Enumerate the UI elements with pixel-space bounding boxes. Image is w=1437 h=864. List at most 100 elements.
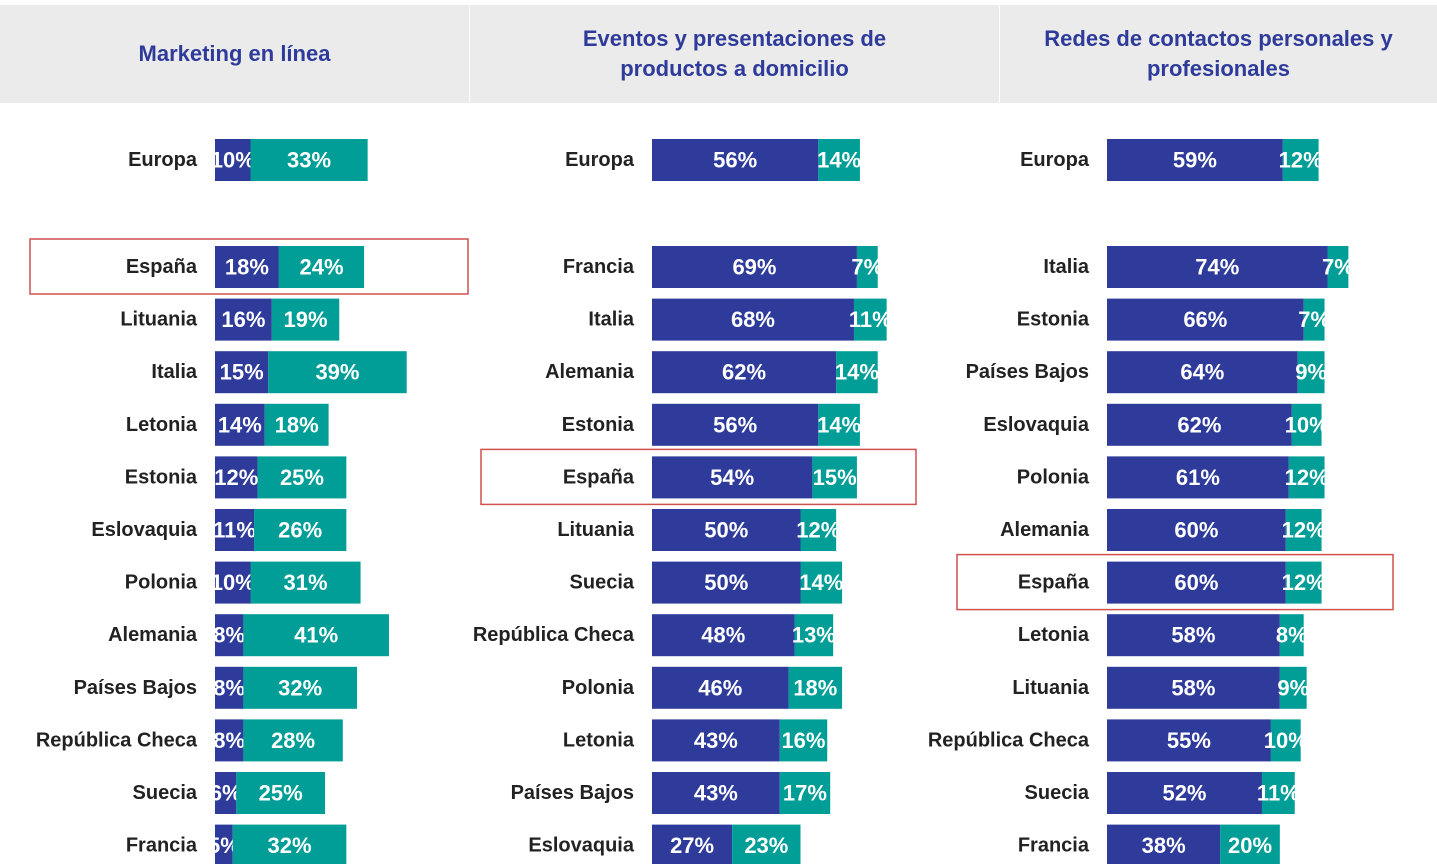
bar-segment [652, 246, 857, 288]
value-label: 55% [1167, 728, 1211, 753]
value-label: 14% [799, 570, 843, 595]
value-label: 58% [1171, 623, 1215, 648]
bar-segment [1261, 772, 1295, 814]
value-label: 9% [1277, 675, 1309, 700]
bar-segment [652, 614, 795, 657]
category-label: Italia [151, 361, 197, 383]
value-label: 64% [1180, 360, 1224, 385]
value-label: 60% [1174, 518, 1218, 543]
header-cell: Marketing en línea [0, 5, 470, 103]
value-label: 16% [781, 728, 825, 753]
category-label: España [126, 256, 198, 278]
value-label: 10% [1264, 728, 1308, 753]
category-label: Italia [588, 309, 634, 331]
value-label: 7% [1322, 255, 1354, 280]
bar-segment [779, 772, 831, 814]
bar-segment [652, 351, 837, 394]
panel-title: Marketing en línea [138, 41, 331, 66]
value-label: 24% [299, 255, 343, 280]
value-label: 7% [851, 255, 883, 280]
bar-segment [215, 509, 255, 551]
value-label: 74% [1195, 255, 1239, 280]
value-label: 14% [817, 148, 861, 173]
bar-segment [243, 666, 357, 709]
bar-segment [794, 614, 834, 657]
category-label: Suecia [570, 572, 635, 594]
value-label: 62% [722, 360, 766, 385]
bar-segment [1107, 351, 1298, 394]
bar-segment [215, 246, 279, 288]
bar-segment [215, 666, 244, 709]
category-label: Europa [128, 149, 198, 171]
value-label: 10% [211, 148, 255, 173]
bar-segment [254, 509, 347, 551]
category-label: Letonia [563, 729, 635, 751]
bar-segment [215, 139, 251, 181]
value-label: 12% [796, 518, 840, 543]
category-label: Estonia [125, 466, 198, 488]
bar-segment [1107, 772, 1262, 814]
bar-segment [1107, 298, 1304, 341]
value-label: 6% [210, 781, 242, 806]
category-label: República Checa [36, 729, 198, 751]
value-label: 58% [1171, 675, 1215, 700]
bar-segment [652, 824, 733, 864]
value-label: 54% [710, 465, 754, 490]
value-label: 62% [1177, 412, 1221, 437]
value-label: 14% [835, 360, 879, 385]
value-label: 15% [220, 360, 264, 385]
bar-segment [652, 298, 854, 341]
value-label: 39% [315, 360, 359, 385]
value-label: 27% [670, 833, 714, 858]
panel-title: Redes de contactos personales y profesio… [1044, 26, 1393, 81]
category-label: Alemania [545, 361, 635, 383]
value-label: 12% [1282, 570, 1326, 595]
bar-segment [1279, 666, 1307, 709]
bar-segment [1107, 246, 1328, 288]
bar-segment [1297, 351, 1325, 394]
value-label: 61% [1176, 465, 1220, 490]
category-label: Países Bajos [74, 677, 197, 699]
category-label: Países Bajos [966, 361, 1089, 383]
bar-segment [812, 456, 857, 499]
bar-segment [853, 298, 887, 341]
bar-segment [779, 719, 828, 762]
category-label: Alemania [1000, 519, 1090, 541]
value-label: 12% [1279, 148, 1323, 173]
bar-segment [215, 298, 272, 341]
value-label: 8% [1276, 623, 1308, 648]
bar-segment [215, 561, 251, 604]
bar-segment [1107, 509, 1286, 551]
bar-segment [278, 246, 365, 288]
bar-segment [1107, 139, 1283, 181]
category-label: Letonia [126, 414, 198, 436]
bar-segment [788, 666, 843, 709]
header: Marketing en línea Eventos y presentacio… [0, 5, 1437, 103]
bar-segment [1107, 824, 1221, 864]
value-label: 38% [1142, 833, 1186, 858]
value-label: 23% [744, 833, 788, 858]
category-label: Estonia [562, 414, 635, 436]
value-label: 12% [1285, 465, 1329, 490]
category-label: República Checa [928, 729, 1090, 751]
bar-segment [215, 351, 269, 394]
value-label: 15% [813, 465, 857, 490]
bar-segment [271, 298, 340, 341]
bar-segment [1282, 139, 1319, 181]
value-label: 19% [284, 307, 328, 332]
highlight-box [480, 448, 917, 506]
panel-title: Eventos y presentaciones de productos a … [582, 26, 887, 81]
value-label: 25% [259, 781, 303, 806]
category-label: Francia [563, 256, 635, 278]
bar-segment [257, 456, 347, 499]
value-label: 18% [225, 255, 269, 280]
value-label: 11% [849, 307, 892, 332]
bar-segment [818, 139, 860, 181]
value-label: 14% [817, 412, 861, 437]
value-label: 18% [793, 675, 837, 700]
value-label: 11% [1257, 781, 1300, 806]
category-label: Letonia [1018, 624, 1090, 646]
bar-segment [1107, 456, 1289, 499]
category-label: República Checa [473, 624, 635, 646]
